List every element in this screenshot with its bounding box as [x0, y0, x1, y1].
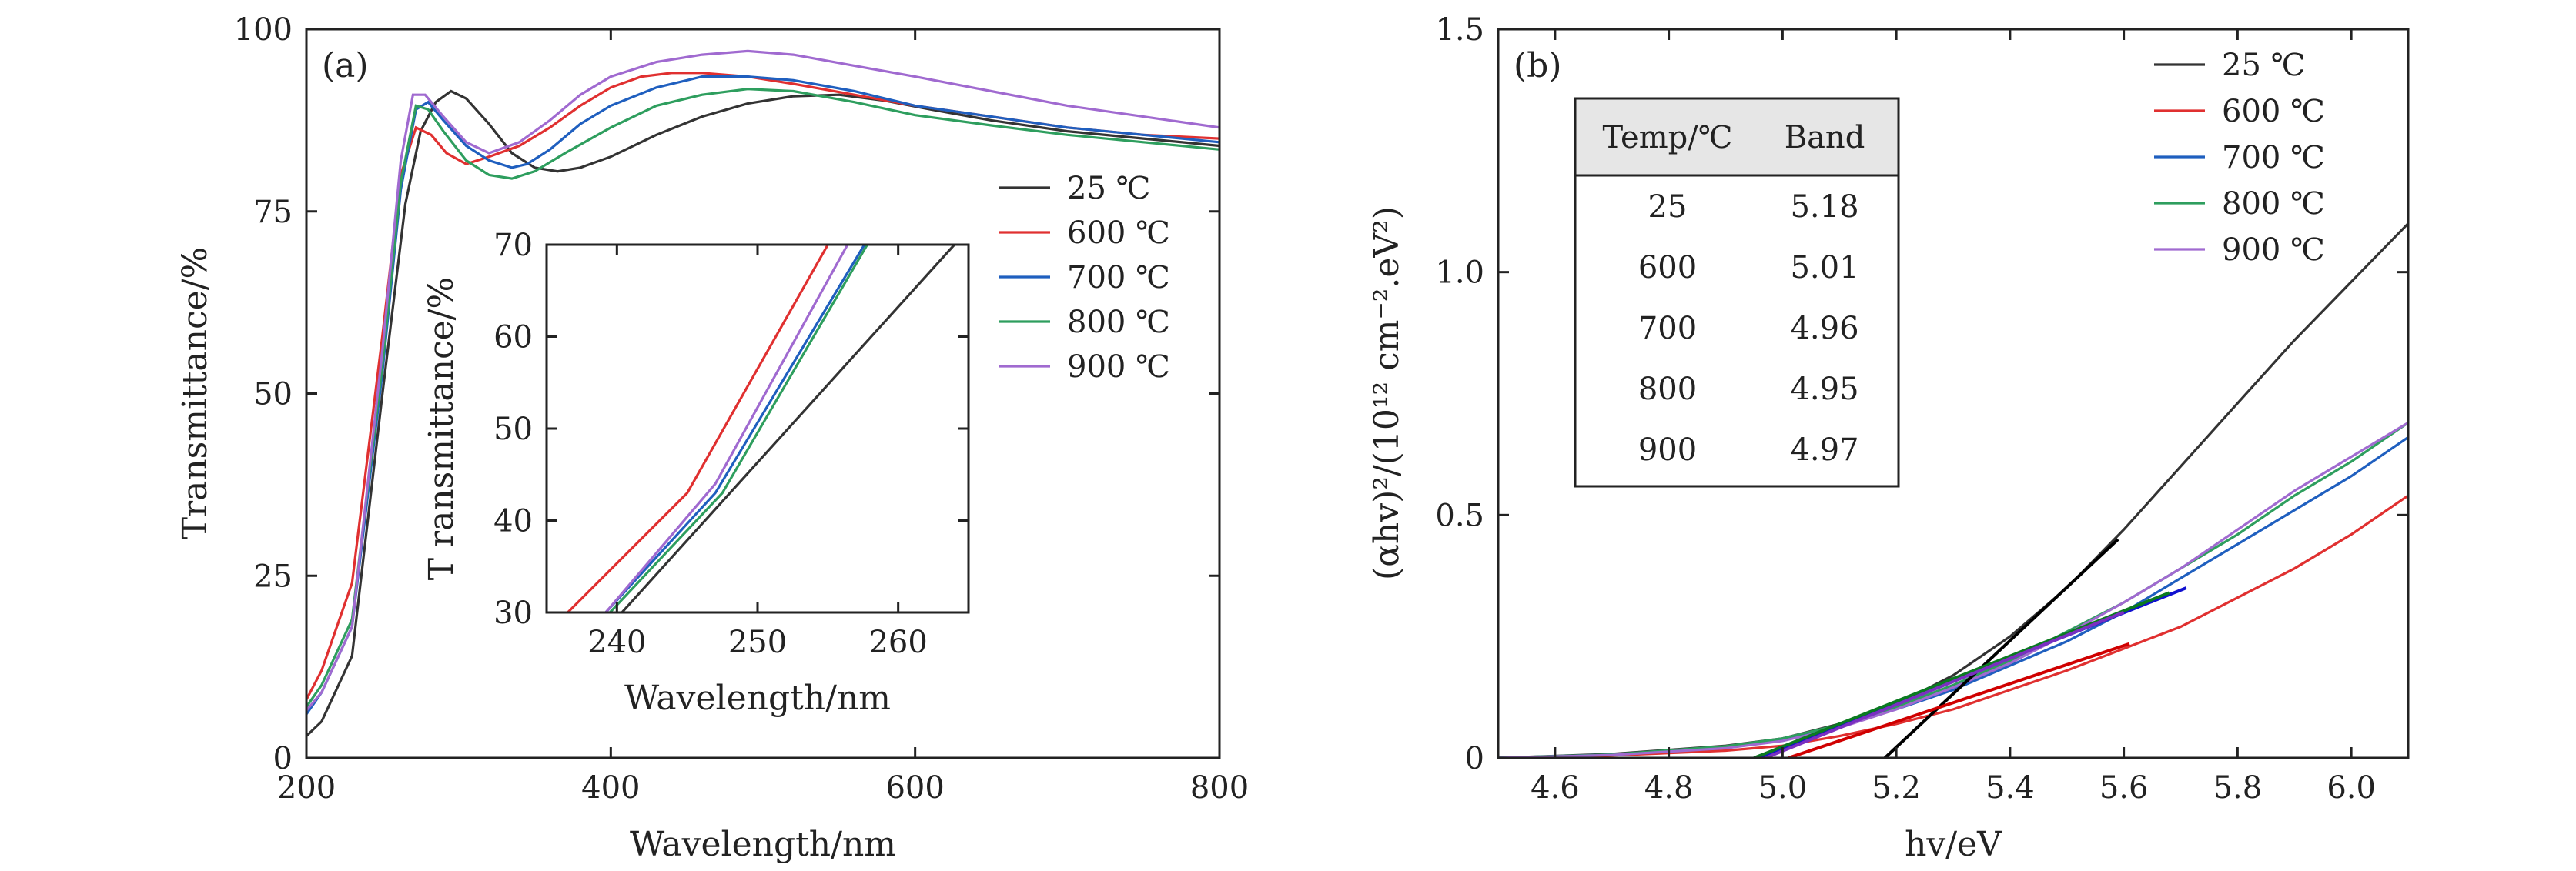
x-tick-label: 260 [868, 625, 927, 660]
inset-chart: 240 250 260 30 40 50 60 70 Wavelength/nm T rans… [422, 228, 970, 718]
band-gap-table: Temp/℃ Band 25 5.18 600 5.01 700 4.96 80… [1574, 97, 1900, 488]
table-cell-band: 4.95 [1790, 372, 1858, 407]
series-900-line [1498, 422, 2408, 758]
table-cell-band: 4.97 [1790, 432, 1858, 468]
legend-label-25: 25 ℃ [1067, 171, 1150, 206]
inset-xlabel: Wavelength/nm [624, 679, 891, 718]
table-cell-temp: 25 [1648, 189, 1688, 225]
legend-label-800: 800 ℃ [1067, 305, 1170, 340]
panel-b-ticks: 4.6 4.8 5.0 5.2 5.4 5.6 5.8 6.0 0 0.5 1.0 1.5 [1435, 12, 2408, 806]
table-frame [1574, 97, 1900, 488]
x-tick-label: 600 [885, 770, 944, 806]
legend-label-25: 25 ℃ [2222, 48, 2305, 83]
table-cell-temp: 600 [1638, 250, 1697, 285]
series-900-line [604, 245, 849, 612]
y-tick-label: 25 [253, 559, 293, 594]
x-tick-label: 5.0 [1758, 770, 1808, 806]
series-800-line [609, 245, 868, 612]
legend-label-700: 700 ℃ [2222, 140, 2325, 175]
panel-b-chart: 4.6 4.8 5.0 5.2 5.4 5.6 5.8 6.0 0 0.5 1.0 1.5 (b) h… [1367, 12, 2410, 864]
y-tick-label: 50 [493, 412, 533, 447]
series-600-line [567, 245, 829, 612]
x-tick-label: 4.8 [1644, 770, 1694, 806]
table-cell-temp: 900 [1638, 432, 1697, 468]
series-900-line [306, 49, 1219, 712]
x-tick-label: 5.8 [2213, 770, 2263, 806]
y-tick-label: 40 [493, 504, 533, 539]
table-cell-band: 5.18 [1790, 189, 1858, 225]
y-tick-label: 1.5 [1435, 12, 1484, 48]
panel-b-label: (b) [1514, 46, 1562, 85]
table-header-temp: Temp/℃ [1602, 120, 1732, 155]
panel-b-series-layer [1498, 222, 2408, 758]
x-tick-label: 800 [1190, 770, 1249, 806]
panel-b-ylabel: (αhv)²/(10¹² cm⁻².eV²) [1367, 206, 1407, 580]
x-tick-label: 5.2 [1872, 770, 1921, 806]
legend-label-600: 600 ℃ [2222, 94, 2325, 129]
series-25-line [620, 245, 955, 612]
x-tick-label: 5.6 [2099, 770, 2149, 806]
table-cell-band: 5.01 [1790, 250, 1858, 285]
x-tick-label: 240 [587, 625, 646, 660]
x-tick-label: 4.6 [1531, 770, 1580, 806]
y-tick-label: 0.5 [1435, 498, 1484, 533]
y-tick-label: 50 [253, 377, 293, 412]
inset-ylabel: T ransmittance/% [422, 277, 461, 581]
x-tick-label: 6.0 [2327, 770, 2376, 806]
legend-label-600: 600 ℃ [1067, 215, 1170, 251]
y-tick-label: 0 [273, 741, 293, 776]
series-700-line [604, 245, 866, 612]
x-tick-label: 5.4 [1986, 770, 2035, 806]
panel-b-frame [1497, 28, 2410, 759]
y-tick-label: 1.0 [1435, 255, 1484, 291]
panel-a-legend: 25 ℃ 600 ℃ 700 ℃ 800 ℃ 900 ℃ [999, 171, 1170, 385]
series-600-fit-line [1788, 642, 2130, 758]
series-900-fit-line [1765, 610, 2125, 758]
x-tick-label: 200 [277, 770, 336, 806]
table-cell-band: 4.96 [1790, 311, 1858, 346]
panel-a-chart: 200 400 600 800 0 25 50 75 100 (a) Wavelength/nm… [176, 12, 1249, 864]
panel-a-ticks: 200 400 600 800 0 25 50 75 100 [234, 12, 1250, 806]
legend-label-900: 900 ℃ [2222, 232, 2325, 268]
y-tick-label: 75 [253, 195, 293, 230]
legend-label-800: 800 ℃ [2222, 186, 2325, 222]
series-25-fit-line [1883, 538, 2119, 758]
series-800-line [306, 88, 1219, 708]
legend-label-900: 900 ℃ [1067, 349, 1170, 385]
table-cell-temp: 700 [1638, 311, 1697, 346]
x-tick-label: 400 [581, 770, 640, 806]
panel-a-ylabel: Transmittance/% [176, 247, 215, 540]
y-tick-label: 30 [493, 596, 533, 631]
inset-ticks: 240 250 260 30 40 50 60 70 [493, 228, 969, 660]
panel-a-xlabel: Wavelength/nm [630, 825, 896, 864]
table-header-background [1575, 98, 1899, 175]
panel-a-series-layer [306, 49, 1219, 737]
series-600-line [1498, 494, 2408, 758]
panel-a-label: (a) [322, 46, 369, 85]
x-tick-label: 250 [728, 625, 787, 660]
panel-b-legend: 25 ℃ 600 ℃ 700 ℃ 800 ℃ 900 ℃ [2154, 48, 2325, 268]
y-tick-label: 0 [1465, 741, 1484, 776]
y-tick-label: 60 [493, 320, 533, 355]
panel-b-xlabel: hv/eV [1905, 825, 2002, 864]
legend-label-700: 700 ℃ [1067, 260, 1170, 295]
table-header-band: Band [1785, 120, 1865, 155]
y-tick-label: 70 [493, 228, 533, 263]
table-cell-temp: 800 [1638, 372, 1697, 407]
y-tick-label: 100 [234, 12, 293, 48]
inset-series-layer [567, 245, 955, 612]
series-800-line [1498, 422, 2408, 758]
